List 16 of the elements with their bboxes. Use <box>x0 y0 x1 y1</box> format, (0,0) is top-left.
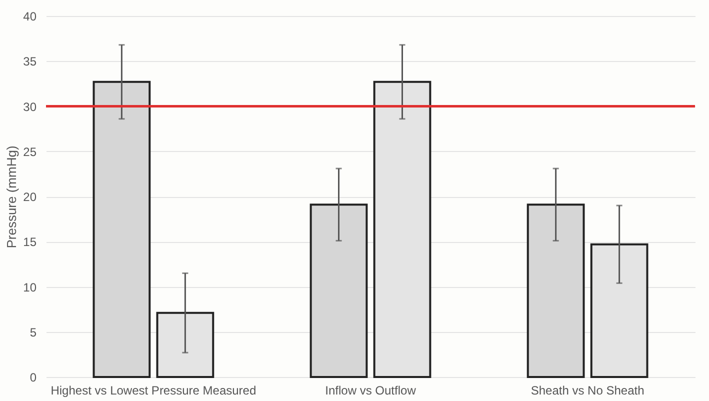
y-tick-label: 20 <box>23 190 37 204</box>
bar <box>310 204 368 378</box>
y-tick-label: 30 <box>23 100 37 114</box>
x-tick-label: Inflow vs Outflow <box>325 384 416 398</box>
bar <box>92 80 151 378</box>
x-tick-label: Highest vs Lowest Pressure Measured <box>50 384 256 398</box>
y-tick-label: 0 <box>30 370 37 384</box>
y-tick-label: 25 <box>23 144 37 159</box>
y-tick-label: 40 <box>23 10 37 24</box>
y-tick-label: 15 <box>23 235 37 250</box>
bar <box>526 204 585 378</box>
y-tick-label: 35 <box>23 54 37 69</box>
y-tick-label: 10 <box>23 280 37 294</box>
x-tick-label: Sheath vs No Sheath <box>530 384 644 398</box>
y-axis-title: Pressure (mmHg) <box>4 146 20 248</box>
y-tick-label: 5 <box>30 325 37 340</box>
